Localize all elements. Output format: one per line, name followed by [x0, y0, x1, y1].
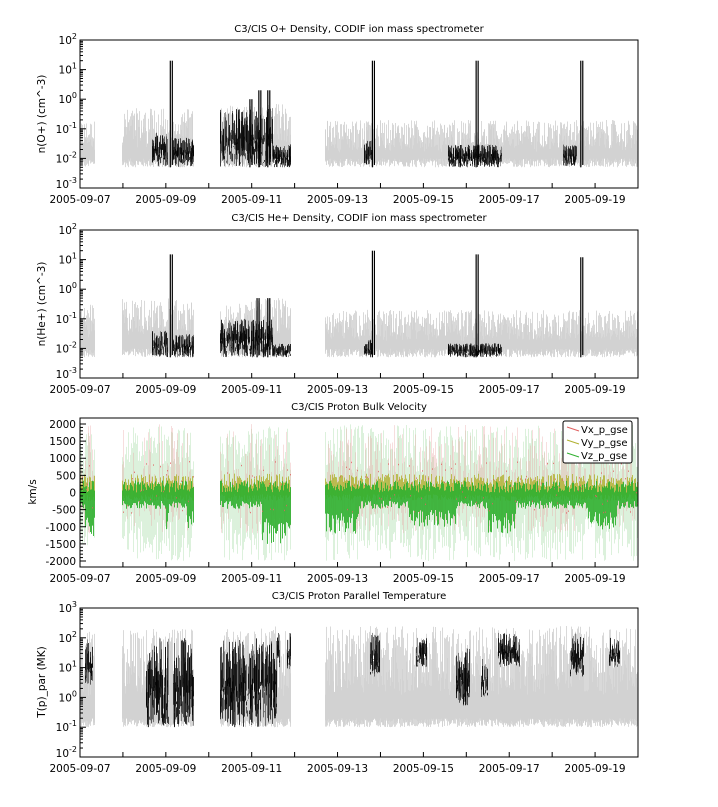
panel-he-density: C3/CIS He+ Density, CODIF ion mass spect…: [36, 213, 639, 396]
y-tick-label: 100: [59, 281, 77, 296]
data-layer: [80, 60, 638, 168]
x-tick-label: 2005-09-13: [307, 573, 368, 585]
x-tick-label: 2005-09-13: [307, 194, 368, 206]
x-tick-label: 2005-09-19: [565, 194, 626, 206]
y-axis-label: km/s: [27, 479, 39, 504]
x-tick-label: 2005-09-19: [565, 384, 626, 396]
y-tick-label: 102: [59, 32, 77, 47]
panel-o-density: C3/CIS O+ Density, CODIF ion mass spectr…: [36, 24, 639, 206]
y-tick-label: 101: [59, 252, 77, 267]
y-axis-label: n(He+) (cm^-3): [36, 262, 48, 347]
x-tick-label: 2005-09-09: [135, 573, 196, 585]
y-axis-label: n(O+) (cm^-3): [36, 75, 48, 154]
x-tick-label: 2005-09-15: [393, 194, 454, 206]
y-tick-label: 102: [59, 222, 77, 237]
y-tick-label: 10-3: [56, 366, 77, 381]
x-tick-label: 2005-09-13: [307, 384, 368, 396]
y-tick-label: 10-3: [56, 176, 77, 191]
y-tick-label: 100: [59, 91, 77, 106]
x-tick-label: 2005-09-17: [479, 194, 540, 206]
y-tick-label: 10-1: [56, 311, 77, 326]
y-tick-label: 10-2: [56, 150, 77, 165]
x-tick-label: 2005-09-07: [49, 194, 110, 206]
x-tick-label: 2005-09-11: [221, 194, 282, 206]
plot-frame: [79, 39, 639, 189]
plot-frame: [79, 229, 639, 379]
panel-title: C3/CIS Proton Bulk Velocity: [291, 402, 427, 413]
x-tick-label: 2005-09-11: [221, 384, 282, 396]
y-tick-label: 10-2: [56, 340, 77, 355]
x-tick-label: 2005-09-15: [393, 573, 454, 585]
x-tick-label: 2005-09-09: [135, 194, 196, 206]
data-layer: [80, 250, 638, 358]
panel-title: C3/CIS He+ Density, CODIF ion mass spect…: [231, 213, 487, 224]
data-layer: [80, 424, 638, 561]
x-tick-label: 2005-09-07: [49, 384, 110, 396]
x-tick-label: 2005-09-09: [135, 384, 196, 396]
panel-proton-velocity: C3/CIS Proton Bulk Velocity km/s 2005-09…: [27, 402, 639, 585]
x-tick-label: 2005-09-17: [479, 573, 540, 585]
x-tick-label: 2005-09-17: [479, 384, 540, 396]
y-tick-label: 101: [59, 62, 77, 77]
x-tick-label: 2005-09-11: [221, 573, 282, 585]
x-tick-label: 2005-09-15: [393, 384, 454, 396]
panel-title: C3/CIS O+ Density, CODIF ion mass spectr…: [234, 24, 484, 35]
x-tick-label: 2005-09-07: [49, 573, 110, 585]
y-tick-label: 10-1: [56, 121, 77, 136]
